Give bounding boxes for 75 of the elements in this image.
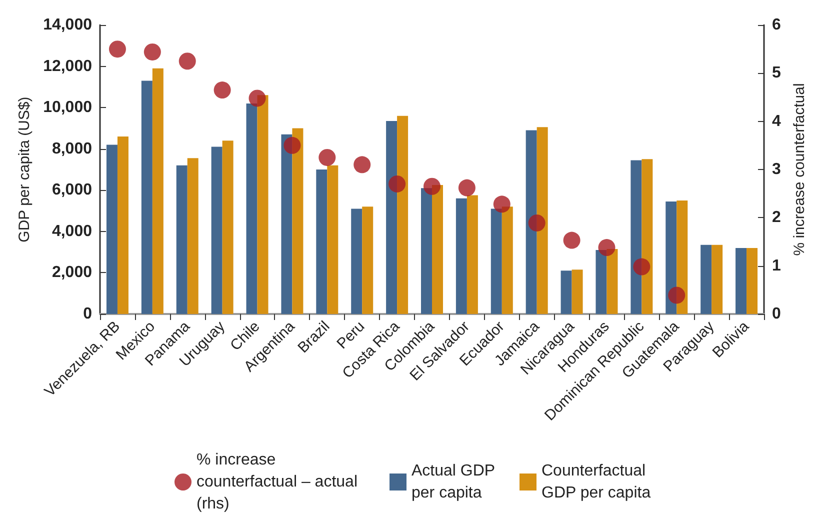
bar (292, 128, 304, 314)
bar (736, 248, 747, 314)
bar (700, 244, 712, 314)
y-tick-label: 2,000 (52, 264, 92, 282)
bar (712, 244, 723, 314)
bar (746, 248, 758, 314)
bar (536, 127, 548, 314)
bar (316, 170, 328, 314)
y-tick-label: 10,000 (43, 99, 92, 116)
bar (432, 184, 443, 314)
point (668, 286, 686, 304)
bar (362, 206, 374, 314)
bar (526, 130, 537, 314)
point (424, 178, 440, 195)
y-tick-label: 8,000 (52, 140, 92, 158)
bar (456, 198, 467, 314)
y2-tick-label: 0 (772, 306, 781, 322)
bar (466, 195, 478, 314)
bar (606, 248, 618, 314)
bar (642, 159, 653, 314)
bar (152, 68, 164, 314)
y-axis-title: GDP per capita (US$) (16, 96, 34, 242)
bar (421, 188, 432, 314)
y-tick-label: 12,000 (43, 58, 92, 75)
bar (117, 136, 128, 314)
bar (246, 103, 258, 314)
point (633, 258, 650, 276)
bar (141, 80, 152, 314)
y-tick-label: 0 (83, 306, 92, 322)
y2-tick-label: 2 (772, 209, 781, 226)
bar (666, 201, 677, 314)
bar (351, 208, 362, 314)
y2-tick-label: 4 (772, 112, 781, 130)
point (108, 40, 126, 58)
point (214, 82, 231, 99)
y2-tick-label: 1 (772, 257, 781, 274)
legend-label: Actual GDP per capita (412, 462, 500, 502)
point (178, 52, 196, 70)
point (388, 175, 406, 192)
bar (596, 250, 607, 314)
point (563, 232, 580, 249)
point (458, 179, 476, 196)
point (528, 214, 546, 232)
legend-label: Counterfactual GDP per capita (542, 462, 651, 502)
bar (630, 160, 642, 314)
bar (211, 146, 222, 314)
y2-axis-title: % increase counterfactual (791, 83, 808, 256)
point (284, 136, 301, 154)
bar (222, 140, 234, 314)
bar (397, 116, 408, 314)
bar (176, 165, 188, 314)
legend-label: % increase counterfactual – actual (rhs) (196, 452, 362, 512)
y-tick-label: 14,000 (43, 16, 92, 34)
bar (560, 270, 572, 314)
bar (502, 206, 513, 314)
point (354, 156, 371, 174)
point (493, 196, 510, 213)
bar (386, 120, 398, 314)
bar (187, 158, 198, 314)
bar (257, 95, 268, 314)
y-tick-label: 4,000 (52, 222, 92, 240)
y2-tick-label: 5 (772, 64, 781, 82)
point (248, 90, 266, 107)
y2-tick-label: 3 (772, 161, 781, 178)
bar (281, 134, 292, 314)
bar (106, 144, 118, 314)
point (144, 43, 161, 60)
point (318, 148, 336, 166)
bar (327, 165, 338, 314)
bar (572, 270, 583, 314)
y2-tick-label: 6 (772, 16, 781, 34)
point (598, 239, 616, 256)
bar (676, 200, 688, 314)
y-tick-label: 6,000 (52, 182, 92, 199)
bar (490, 208, 502, 314)
